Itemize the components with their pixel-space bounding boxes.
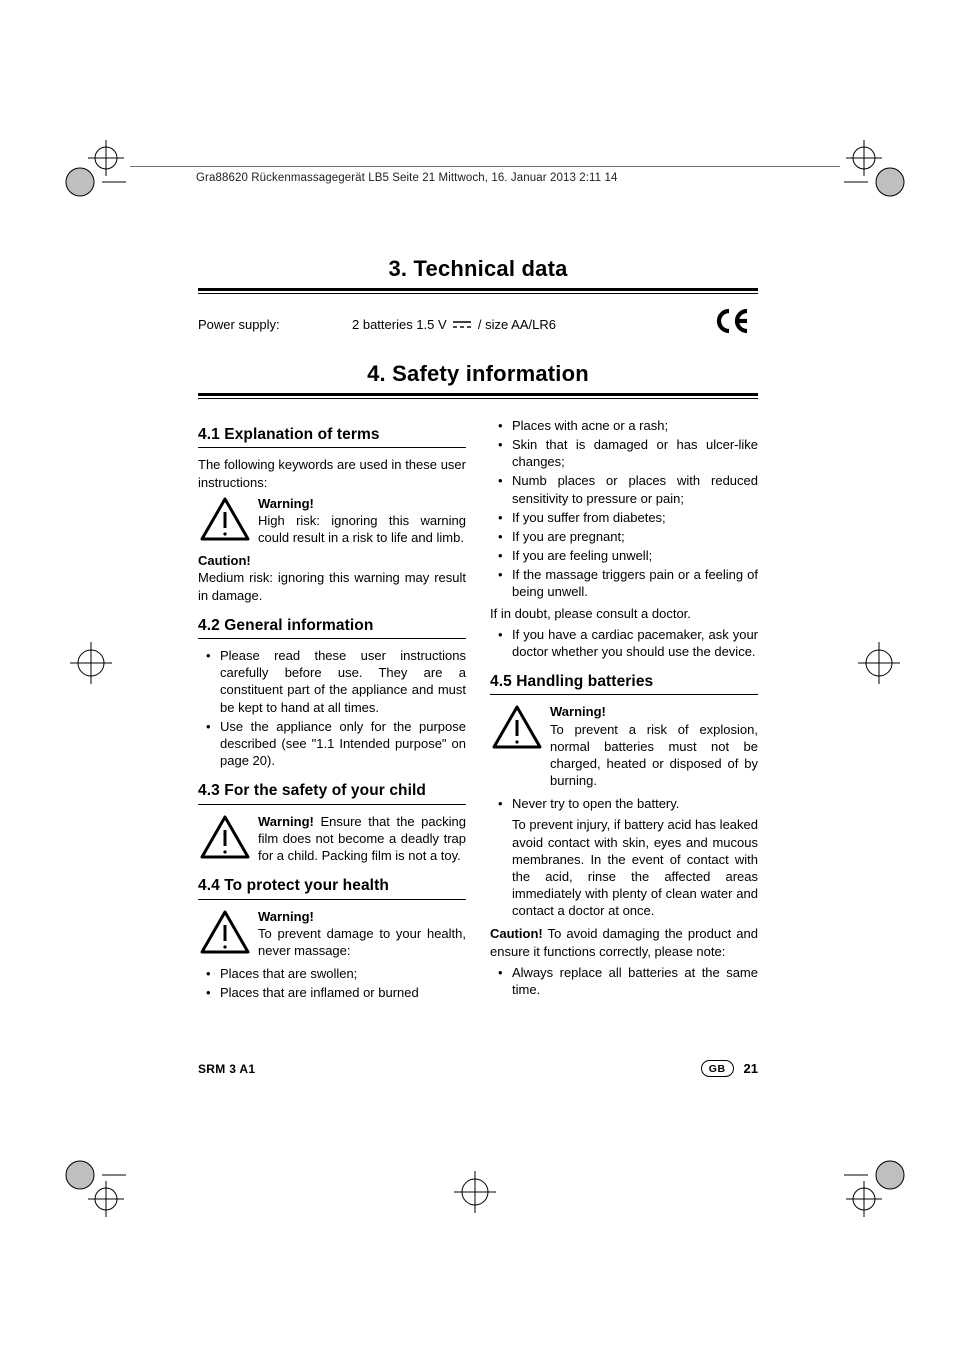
heading-4-1: 4.1 Explanation of terms	[198, 425, 466, 445]
s45-replace-item: Always replace all batteries at the same…	[490, 964, 758, 998]
rule-4-2	[198, 638, 466, 639]
s43-warning-block: Warning! Ensure that the packing film do…	[198, 813, 466, 864]
page-footer: SRM 3 A1 GB 21	[198, 1060, 758, 1077]
s44-right-item-2: Skin that is damaged or has ulcer-like c…	[490, 436, 758, 470]
crop-line-top	[130, 166, 840, 167]
section-3-underline	[198, 288, 758, 294]
s44-warning-block: Warning! To prevent damage to your healt…	[198, 908, 466, 959]
s41-caution: Caution! Medium risk: ignoring this warn…	[198, 552, 466, 603]
s44-right-item-3: Numb places or places with reduced sensi…	[490, 472, 758, 506]
section-3-title: 3. Technical data	[388, 256, 567, 281]
heading-4-4: 4.4 To protect your health	[198, 876, 466, 896]
tech-data-row: Power supply: 2 batteries 1.5 V / size A…	[198, 308, 758, 341]
s42-item-2: Use the appliance only for the purpose d…	[198, 718, 466, 769]
cropmark-tl	[62, 136, 126, 200]
rule-4-4	[198, 899, 466, 900]
s44-pacemaker-list: If you have a cardiac pacemaker, ask you…	[490, 626, 758, 660]
s44-warning-text: Warning! To prevent damage to your healt…	[258, 908, 466, 959]
cropmark-tr	[844, 136, 908, 200]
s44-list-left: Places that are swollen; Places that are…	[198, 965, 466, 1001]
s44-pacemaker-item: If you have a cardiac pacemaker, ask you…	[490, 626, 758, 660]
section-4-title-row: 4. Safety information	[198, 361, 758, 387]
power-supply-value: 2 batteries 1.5 V / size AA/LR6	[352, 317, 714, 333]
s41-caution-lead: Caution!	[198, 553, 251, 568]
cropmark-br	[844, 1157, 908, 1221]
s44-warning-lead: Warning!	[258, 909, 314, 924]
power-supply-value-before: 2 batteries 1.5 V	[352, 317, 447, 332]
s45-caution-lead: Caution!	[490, 926, 543, 941]
s45-warning-body: To prevent a risk of explosion, normal b…	[550, 722, 758, 788]
warning-triangle-icon	[198, 813, 252, 861]
heading-4-2: 4.2 General information	[198, 616, 466, 636]
s44-left-item-2: Places that are inflamed or burned	[198, 984, 466, 1001]
heading-4-3: 4.3 For the safety of your child	[198, 781, 466, 801]
s45-warning-lead: Warning!	[550, 704, 606, 719]
s44-right-item-6: If you are feeling unwell;	[490, 547, 758, 564]
s45-list-a: Never try to open the battery.	[490, 795, 758, 812]
s43-warning-text: Warning! Ensure that the packing film do…	[258, 813, 466, 864]
two-column-area: 4.1 Explanation of terms The following k…	[198, 413, 758, 1005]
s45-warning-text: Warning! To prevent a risk of explosion,…	[550, 703, 758, 789]
section-3-title-row: 3. Technical data	[198, 256, 758, 282]
power-supply-value-after: / size AA/LR6	[478, 317, 556, 332]
cropmark-bl	[62, 1157, 126, 1221]
s45-caution: Caution! To avoid damaging the product a…	[490, 925, 758, 959]
s44-warning-body: To prevent damage to your health, never …	[258, 926, 466, 958]
section-4-title: 4. Safety information	[367, 361, 589, 386]
s44-doubt: If in doubt, please consult a doctor.	[490, 605, 758, 622]
s41-warning-lead: Warning!	[258, 496, 314, 511]
s45-warning-block: Warning! To prevent a risk of explosion,…	[490, 703, 758, 789]
section-4-underline	[198, 393, 758, 399]
print-header-text: Gra88620 Rückenmassagegerät LB5 Seite 21…	[196, 172, 617, 184]
page-number: 21	[744, 1061, 758, 1076]
language-badge: GB	[701, 1060, 734, 1077]
page-content: 3. Technical data Power supply: 2 batter…	[198, 256, 758, 1005]
print-sheet: Gra88620 Rückenmassagegerät LB5 Seite 21…	[0, 0, 954, 1351]
s44-right-item-7: If the massage triggers pain or a feelin…	[490, 566, 758, 600]
s42-item-1: Please read these user instructions care…	[198, 647, 466, 716]
column-right: Places with acne or a rash; Skin that is…	[490, 413, 758, 1005]
registration-left	[68, 640, 114, 686]
rule-4-5	[490, 694, 758, 695]
section-4-wrap: 4. Safety information	[198, 361, 758, 399]
warning-triangle-icon	[198, 495, 252, 543]
ce-mark-icon	[714, 308, 758, 341]
s42-list: Please read these user instructions care…	[198, 647, 466, 769]
s45-list-b: Always replace all batteries at the same…	[490, 964, 758, 998]
s44-right-item-1: Places with acne or a rash;	[490, 417, 758, 434]
rule-4-1	[198, 447, 466, 448]
s43-warning-lead: Warning!	[258, 814, 314, 829]
dc-symbol-icon	[452, 318, 472, 333]
s41-warning-text: Warning! High risk: ignoring this warnin…	[258, 495, 466, 546]
s44-right-item-4: If you suffer from diabetes;	[490, 509, 758, 526]
rule-4-3	[198, 804, 466, 805]
s41-intro: The following keywords are used in these…	[198, 456, 466, 490]
s41-caution-body: Medium risk: ignoring this warning may r…	[198, 570, 466, 602]
registration-right	[856, 640, 902, 686]
s44-right-item-5: If you are pregnant;	[490, 528, 758, 545]
s41-warning-block: Warning! High risk: ignoring this warnin…	[198, 495, 466, 546]
power-supply-label: Power supply:	[198, 317, 352, 332]
heading-4-5: 4.5 Handling batteries	[490, 672, 758, 692]
s45-open-item: Never try to open the battery.	[490, 795, 758, 812]
s41-warning-body: High risk: ignoring this warning could r…	[258, 513, 466, 545]
s45-acid: To prevent injury, if battery acid has l…	[490, 816, 758, 919]
registration-bottom	[452, 1169, 498, 1215]
warning-triangle-icon	[198, 908, 252, 956]
s44-list-right: Places with acne or a rash; Skin that is…	[490, 417, 758, 601]
s44-left-item-1: Places that are swollen;	[198, 965, 466, 982]
footer-model: SRM 3 A1	[198, 1062, 255, 1076]
warning-triangle-icon	[490, 703, 544, 751]
column-left: 4.1 Explanation of terms The following k…	[198, 413, 466, 1005]
